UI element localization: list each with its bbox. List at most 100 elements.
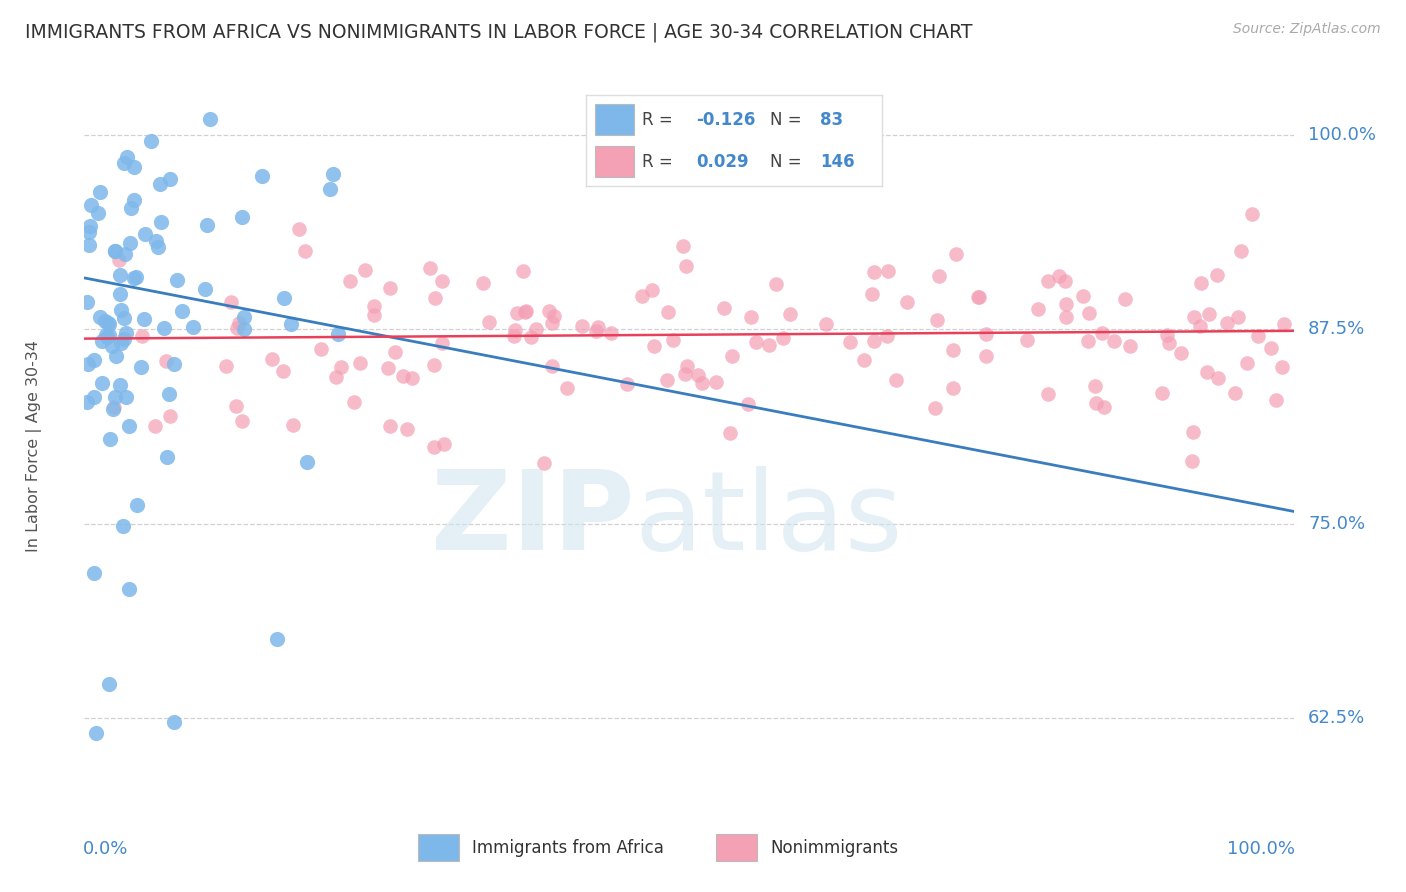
Point bbox=[1077, 334, 1099, 348]
Point bbox=[1226, 310, 1249, 324]
Point bbox=[155, 354, 177, 368]
Point bbox=[194, 282, 217, 296]
Point bbox=[170, 303, 193, 318]
Point bbox=[538, 304, 561, 318]
Point bbox=[392, 368, 415, 383]
Point bbox=[1091, 326, 1114, 340]
Point bbox=[718, 426, 741, 441]
Text: 100.0%: 100.0% bbox=[1308, 126, 1376, 144]
Point bbox=[103, 400, 125, 414]
Point bbox=[349, 356, 371, 370]
Point bbox=[721, 349, 744, 363]
Point bbox=[271, 363, 294, 377]
Point bbox=[1216, 317, 1239, 331]
Point bbox=[104, 390, 127, 404]
Point bbox=[181, 320, 204, 334]
Point bbox=[120, 236, 142, 251]
Point bbox=[166, 273, 188, 287]
Point bbox=[924, 401, 946, 416]
Point bbox=[79, 219, 101, 234]
Point bbox=[114, 326, 136, 341]
Text: ZIP: ZIP bbox=[432, 466, 634, 573]
Point bbox=[896, 295, 918, 310]
Point bbox=[97, 677, 120, 691]
Point bbox=[1114, 292, 1136, 306]
Point bbox=[1205, 268, 1227, 282]
Point bbox=[343, 394, 366, 409]
Point bbox=[503, 323, 526, 337]
Point bbox=[132, 311, 155, 326]
Point bbox=[152, 321, 174, 335]
Point bbox=[281, 417, 304, 432]
Point bbox=[675, 260, 697, 274]
Point bbox=[541, 359, 564, 374]
Point bbox=[1246, 329, 1268, 343]
Point bbox=[100, 432, 122, 446]
Point bbox=[96, 330, 118, 344]
Point bbox=[380, 281, 402, 295]
Point bbox=[1170, 345, 1192, 359]
Point bbox=[1026, 301, 1049, 316]
Point bbox=[1260, 341, 1282, 355]
Point bbox=[1150, 385, 1173, 400]
Point bbox=[89, 310, 111, 325]
Point bbox=[672, 239, 695, 253]
Point bbox=[928, 268, 950, 283]
Point bbox=[195, 218, 218, 232]
Point bbox=[657, 305, 679, 319]
Point bbox=[110, 335, 132, 350]
Point bbox=[108, 253, 131, 268]
Point bbox=[231, 210, 253, 224]
Point bbox=[94, 314, 117, 328]
Point bbox=[145, 234, 167, 248]
Point bbox=[1102, 334, 1125, 348]
Text: Source: ZipAtlas.com: Source: ZipAtlas.com bbox=[1233, 22, 1381, 37]
Point bbox=[129, 360, 152, 375]
Point bbox=[586, 320, 609, 334]
Point bbox=[232, 321, 254, 335]
Point bbox=[779, 307, 801, 321]
Point bbox=[266, 632, 288, 647]
Point bbox=[1198, 307, 1220, 321]
Point bbox=[155, 450, 177, 464]
Point bbox=[571, 319, 593, 334]
Point bbox=[1197, 365, 1219, 379]
Point bbox=[974, 326, 997, 341]
Point bbox=[309, 343, 332, 357]
Point bbox=[1036, 386, 1059, 401]
Point bbox=[876, 263, 898, 277]
Point bbox=[1156, 328, 1178, 343]
Point bbox=[1092, 400, 1115, 414]
Point bbox=[863, 334, 886, 349]
Point bbox=[860, 287, 883, 301]
Point bbox=[122, 193, 145, 207]
Point bbox=[945, 247, 967, 261]
Point bbox=[433, 437, 456, 451]
Point bbox=[884, 373, 907, 387]
Point bbox=[141, 134, 163, 148]
Point bbox=[98, 328, 121, 343]
Point bbox=[260, 351, 283, 366]
Point bbox=[395, 422, 418, 436]
Point bbox=[108, 286, 131, 301]
Point bbox=[876, 329, 898, 343]
Point bbox=[616, 377, 638, 392]
Point bbox=[430, 274, 453, 288]
Point bbox=[839, 335, 862, 350]
Point bbox=[114, 247, 136, 261]
Point bbox=[101, 339, 124, 353]
Point bbox=[543, 309, 565, 323]
Point bbox=[1206, 371, 1229, 385]
Point bbox=[673, 367, 696, 381]
Point bbox=[122, 161, 145, 175]
Point bbox=[515, 303, 537, 318]
Point bbox=[686, 368, 709, 382]
Point bbox=[1265, 392, 1288, 407]
Point bbox=[108, 378, 131, 392]
Point bbox=[1084, 396, 1107, 410]
Point bbox=[117, 419, 139, 434]
Point bbox=[294, 244, 316, 259]
Point bbox=[328, 326, 350, 341]
Point bbox=[115, 390, 138, 404]
Point bbox=[967, 290, 990, 304]
